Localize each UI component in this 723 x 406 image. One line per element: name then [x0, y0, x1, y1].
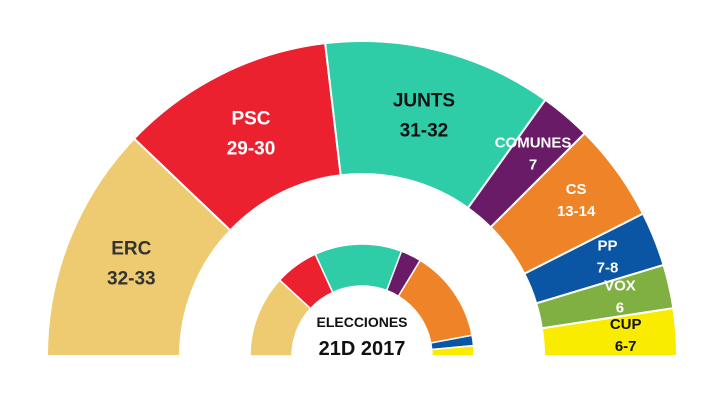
projection-label-psc-seats: 29-30 [227, 139, 276, 160]
projection-ring [45, 40, 679, 357]
projection-label-vox-name: VOX [604, 278, 636, 295]
projection-label-comunes-seats: 7 [529, 156, 537, 173]
projection-labels: ERC 32-33 PSC 29-30 JUNTS 31-32 COMUNES 7 CS 13-1… [107, 90, 642, 355]
projection-label-vox-seats: 6 [616, 300, 624, 317]
election-2017-ring [249, 243, 475, 357]
center-subtitle: 21D 2017 [319, 338, 406, 360]
projection-label-cs-seats: 13-14 [557, 203, 596, 220]
projection-label-erc-name: ERC [111, 239, 151, 260]
election-2017-segment-cup [430, 344, 475, 357]
projection-label-pp-seats: 7-8 [597, 260, 619, 277]
projection-label-cup-name: CUP [610, 316, 642, 333]
projection-label-junts-name: JUNTS [393, 90, 455, 111]
projection-label-erc-seats: 32-33 [107, 269, 156, 290]
projection-label-pp-name: PP [597, 238, 617, 255]
center-title: ELECCIONES [316, 314, 407, 330]
projection-label-psc-name: PSC [231, 109, 270, 130]
projection-segment-cup [540, 307, 679, 357]
projection-label-junts-seats: 31-32 [400, 120, 449, 141]
projection-label-cup-seats: 6-7 [615, 338, 637, 355]
projection-label-cs-name: CS [566, 181, 587, 198]
projection-label-comunes-name: COMUNES [495, 134, 572, 151]
